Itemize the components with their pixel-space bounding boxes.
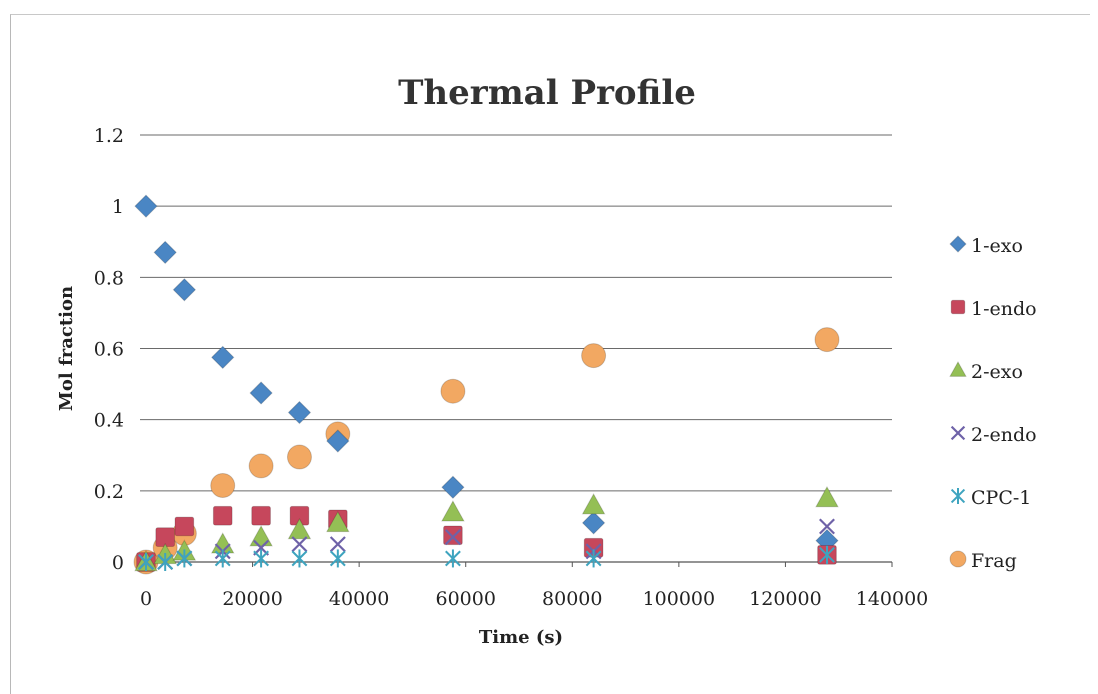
point-2-endo [291, 536, 308, 553]
y-tick-label: 0.8 [94, 267, 124, 289]
legend-label: Frag [971, 550, 1017, 572]
chart-title: Thermal Profile [398, 73, 696, 113]
legend: 1-exo 1-endo 2-exo 2-endo CPC-1 Frag [949, 235, 1037, 572]
point-cpc-1 [291, 549, 308, 568]
point-2-exo [581, 493, 606, 515]
point-2-exo [815, 485, 839, 508]
x-tick-label: 60000 [435, 588, 495, 610]
y-axis-ticks: 0 0.2 0.4 0.6 0.8 1 1.2 [94, 125, 124, 574]
x-tick-label: 140000 [856, 588, 929, 610]
point-cpc-1 [176, 549, 193, 568]
point-frag [286, 444, 312, 470]
point-cpc-1 [819, 545, 835, 564]
point-1-exo [153, 240, 177, 265]
x-tick-label: 120000 [749, 588, 822, 610]
legend-label: 1-exo [971, 235, 1023, 257]
legend-marker-2-endo [950, 425, 966, 441]
point-frag [440, 378, 466, 404]
x-tick-label: 40000 [329, 588, 389, 610]
legend-marker-2-exo [949, 360, 967, 377]
y-tick-label: 0 [112, 552, 124, 574]
point-frag [581, 343, 607, 369]
point-cpc-1 [329, 549, 346, 568]
y-tick-label: 1.2 [94, 125, 124, 147]
point-1-exo [211, 345, 235, 370]
point-1-exo [134, 194, 158, 218]
point-frag [814, 327, 840, 353]
y-tick-label: 0.6 [94, 339, 124, 361]
gridlines [140, 134, 892, 492]
data-points [133, 194, 840, 575]
point-2-exo [249, 525, 273, 547]
x-axis-title: Time (s) [479, 627, 563, 648]
y-tick-label: 0.2 [94, 481, 124, 503]
chart-frame [10, 14, 1090, 694]
point-cpc-1 [445, 549, 461, 568]
legend-marker-frag [949, 550, 967, 568]
point-1-exo [441, 475, 465, 499]
legend-label: 2-endo [971, 424, 1037, 446]
x-tick-label: 100000 [643, 588, 716, 610]
point-2-exo [287, 517, 312, 540]
point-frag [210, 472, 236, 498]
x-axis-ticks: 0 20000 40000 60000 80000 100000 120000 140000 [140, 562, 928, 610]
legend-label: 1-endo [971, 298, 1037, 320]
point-cpc-1 [585, 549, 602, 568]
point-1-exo [172, 278, 197, 302]
point-cpc-1 [253, 549, 270, 568]
legend-label: CPC-1 [971, 487, 1031, 509]
x-tick-label: 0 [140, 588, 152, 610]
legend-marker-1-endo [950, 299, 966, 315]
x-tick-label: 80000 [542, 588, 602, 610]
legend-marker-1-exo [949, 235, 967, 253]
point-frag [248, 453, 274, 479]
point-1-exo [326, 429, 350, 453]
point-cpc-1 [138, 553, 154, 571]
point-2-endo [819, 518, 835, 535]
point-2-exo [325, 510, 350, 533]
point-1-endo [443, 525, 463, 546]
point-2-endo [329, 536, 346, 553]
point-cpc-1 [157, 553, 174, 571]
point-1-exo [287, 400, 312, 425]
y-tick-label: 1 [112, 196, 124, 218]
legend-label: 2-exo [971, 361, 1023, 383]
point-1-exo [249, 381, 273, 405]
y-tick-label: 0.4 [94, 410, 124, 432]
y-axis-title: Mol fraction [56, 286, 77, 411]
point-1-endo [212, 505, 233, 526]
x-tick-label: 20000 [222, 588, 282, 610]
point-2-exo [441, 500, 465, 522]
point-2-endo [444, 529, 461, 546]
point-cpc-1 [214, 549, 231, 568]
point-1-endo [174, 516, 195, 537]
legend-marker-cpc-1 [950, 488, 966, 504]
point-1-exo [581, 511, 606, 535]
point-1-endo [251, 505, 271, 526]
